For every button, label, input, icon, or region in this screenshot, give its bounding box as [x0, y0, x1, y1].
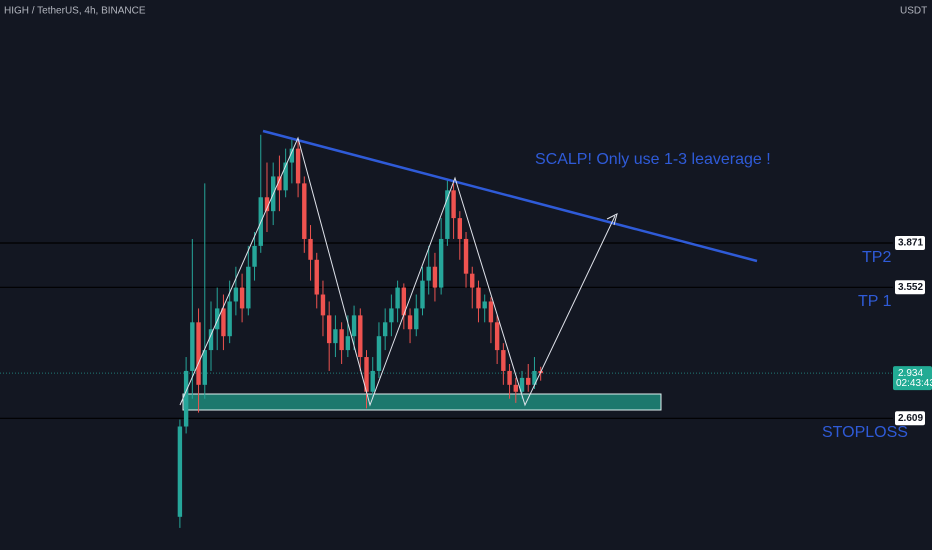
levels	[0, 242, 893, 419]
candle-body	[519, 377, 525, 392]
last-price-label: 2.934	[898, 368, 923, 379]
level-label: 2.609	[898, 413, 923, 424]
candle-body	[302, 183, 307, 239]
candle-body	[488, 301, 494, 323]
zigzag-path	[179, 136, 616, 407]
candle-body	[470, 273, 475, 288]
last-price-box	[893, 366, 932, 391]
annotation: TP2	[862, 249, 891, 266]
candle-body	[426, 266, 431, 281]
countdown-label: 02:43:43	[896, 378, 932, 389]
candle-body	[382, 322, 388, 337]
candle-body	[202, 350, 207, 385]
candle-body	[333, 329, 338, 344]
candle-body	[501, 350, 506, 371]
candle-body	[239, 287, 245, 309]
candle-body	[345, 336, 351, 351]
candle-body	[326, 315, 332, 344]
candle-body	[351, 315, 357, 337]
candle-body	[376, 336, 382, 371]
candle-body	[183, 370, 189, 427]
candle-body	[420, 280, 425, 309]
candle-body	[463, 238, 469, 274]
support-zone	[182, 393, 662, 411]
candle-body	[395, 287, 400, 309]
candle-body	[389, 308, 394, 323]
annotation: STOPLOSS	[822, 424, 908, 441]
candle-body	[364, 357, 369, 392]
candle-body	[507, 370, 512, 385]
candle-body	[445, 190, 450, 239]
candle-body	[451, 190, 456, 219]
trend-line	[262, 129, 758, 263]
candle-body	[289, 148, 295, 163]
candle-body	[532, 370, 537, 385]
level-label-box	[895, 411, 925, 426]
candle-body	[227, 301, 232, 337]
candle-body	[320, 294, 326, 316]
candle-body	[283, 162, 288, 191]
candle-body	[438, 238, 444, 288]
candle-body	[513, 384, 518, 392]
arrow-head	[606, 213, 618, 226]
candles	[177, 134, 543, 528]
level-label: 3.552	[898, 282, 923, 293]
candle-body	[358, 315, 363, 358]
candle-body	[476, 287, 481, 309]
symbol-title: HIGH / TetherUS, 4h, BINANCE	[4, 6, 146, 17]
candle-body	[339, 329, 344, 351]
level-label-box	[895, 235, 925, 250]
candle-body	[295, 148, 301, 184]
candle-body	[370, 370, 375, 392]
candle-body	[414, 308, 419, 330]
candle-body	[177, 426, 183, 517]
candle-body	[196, 322, 201, 385]
unit-label: USDT	[900, 6, 927, 17]
candle-body	[252, 245, 257, 267]
candle-body	[432, 266, 438, 288]
annotation: TP 1	[858, 293, 892, 310]
candle-body	[494, 322, 500, 351]
candle-body	[208, 329, 214, 351]
candle-body	[526, 377, 531, 385]
candle-body	[215, 308, 220, 330]
candle-body	[482, 301, 487, 309]
candle-body	[308, 238, 313, 260]
candle-body	[401, 287, 407, 316]
candle-body	[277, 176, 282, 191]
candle-body	[457, 218, 463, 239]
annotation: SCALP! Only use 1-3 leaverage !	[535, 151, 771, 168]
level-label-box	[895, 280, 925, 295]
candle-body	[246, 266, 251, 309]
candle-body	[407, 315, 413, 330]
candle-body	[233, 287, 239, 302]
candle-body	[314, 259, 319, 295]
level-label: 3.871	[898, 238, 923, 249]
candle-body	[221, 308, 226, 337]
candle-body	[264, 197, 270, 212]
candle-body	[190, 322, 195, 371]
